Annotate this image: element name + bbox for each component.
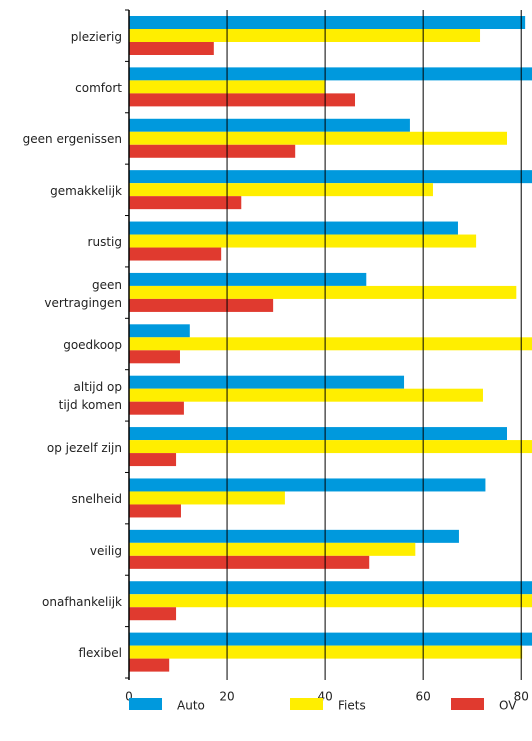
- category-label: onafhankelijk: [42, 594, 122, 609]
- bar: [129, 375, 405, 389]
- grid: [226, 10, 522, 680]
- bar: [129, 581, 532, 595]
- bar: [129, 298, 274, 312]
- bar: [129, 285, 517, 299]
- bar: [129, 607, 177, 621]
- bar: [129, 131, 507, 145]
- category-label: veilig: [89, 543, 122, 558]
- legend-swatch: [129, 698, 162, 710]
- category-label: geen ergenissen: [22, 132, 122, 147]
- category-label: comfort: [75, 81, 122, 96]
- bar: [129, 427, 507, 441]
- bar: [129, 144, 296, 158]
- bar: [129, 388, 483, 402]
- category-label: flexibel: [78, 646, 123, 661]
- x-tick-label: 0: [125, 690, 133, 704]
- category-label: op jezelf zijn: [46, 440, 122, 455]
- legend-swatch: [290, 698, 323, 710]
- bar: [129, 350, 180, 364]
- x-tick-label: 20: [219, 690, 234, 704]
- bar: [129, 67, 532, 81]
- category-label: rustig: [87, 235, 122, 250]
- legend-label: Auto: [177, 699, 205, 713]
- category-label: altijd op tijd komen: [58, 380, 122, 413]
- bar: [129, 504, 181, 518]
- bar: [129, 42, 214, 55]
- legend-swatch: [451, 698, 484, 710]
- bar: [129, 272, 367, 286]
- bar: [129, 324, 190, 338]
- bar: [129, 658, 170, 672]
- bars: [129, 16, 532, 672]
- bar: [129, 632, 532, 646]
- bar: [129, 170, 532, 184]
- bar: [129, 118, 410, 132]
- bar: [129, 555, 370, 569]
- bar: [129, 29, 481, 42]
- bar: [129, 93, 356, 107]
- bar: [129, 221, 458, 235]
- bar: [129, 247, 222, 261]
- category-label: gemakkelijk: [50, 183, 122, 198]
- bar: [129, 234, 477, 248]
- bar: [129, 337, 532, 351]
- bar: [129, 453, 177, 467]
- category-label: geen vertragingen: [44, 277, 122, 310]
- bar: [129, 401, 184, 415]
- legend-label: OV: [499, 699, 517, 713]
- bar: [129, 529, 459, 543]
- category-label: snelheid: [71, 492, 122, 507]
- bar: [129, 478, 486, 492]
- bar: [129, 594, 532, 608]
- bar: [129, 491, 285, 505]
- x-tick-label: 60: [416, 690, 431, 704]
- bar: [129, 542, 416, 556]
- bar: [129, 16, 526, 29]
- category-label: plezierig: [70, 29, 122, 44]
- legend-label: Fiets: [338, 699, 366, 713]
- category-label: goedkoop: [63, 338, 122, 352]
- x-tick-label: 80: [514, 690, 529, 704]
- bar: [129, 183, 433, 197]
- bar: [129, 196, 242, 210]
- bar: [129, 440, 532, 454]
